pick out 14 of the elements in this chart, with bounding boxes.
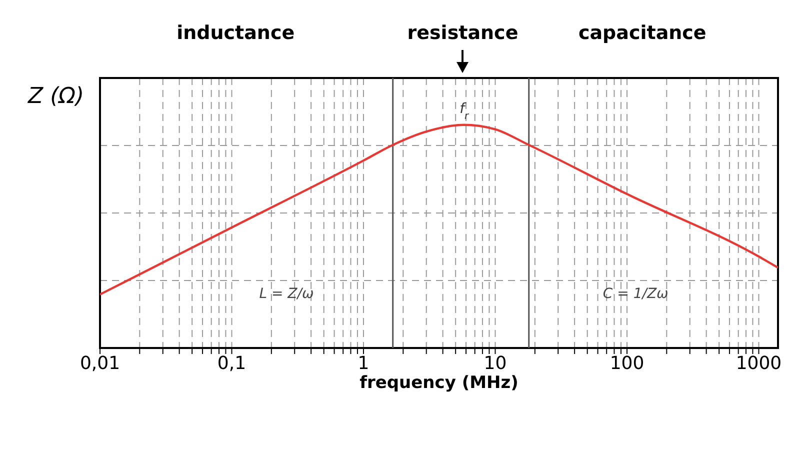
text: resistance <box>407 22 518 44</box>
annotation: C = 1/Zω <box>602 286 668 302</box>
x-tick-label: 1 <box>358 352 370 374</box>
x-tick-label: 10 <box>484 352 507 374</box>
x-tick-label: 100 <box>610 352 644 374</box>
annotation: L = Z/ω <box>259 286 314 302</box>
x-axis-title: frequency (MHz) <box>360 373 518 393</box>
text: inductance <box>176 22 295 44</box>
y-axis-title: Z (Ω) <box>28 84 84 109</box>
annotation: f$_{r}$ <box>460 100 470 122</box>
x-tick-label: 1000 <box>736 352 782 374</box>
x-tick-label: 0,01 <box>80 352 120 374</box>
text: capacitance <box>578 22 706 44</box>
x-tick-label: 0,1 <box>217 352 246 374</box>
